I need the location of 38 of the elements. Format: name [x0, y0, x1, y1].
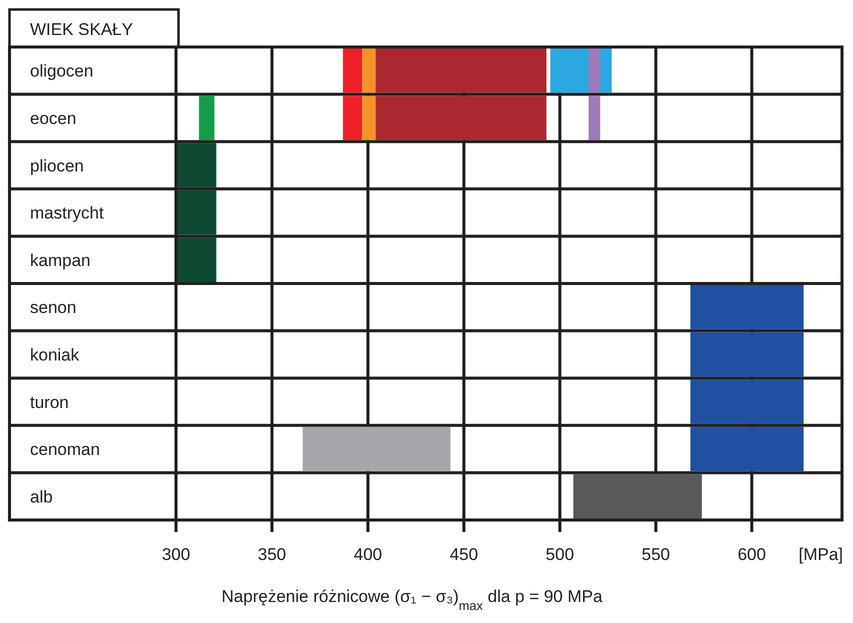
x-tick-label: 400: [354, 545, 382, 564]
bar: [176, 143, 216, 188]
x-tick-label: 450: [450, 545, 478, 564]
y-tick-label: koniak: [30, 345, 80, 364]
bar: [362, 96, 376, 140]
y-tick-label: cenoman: [30, 440, 100, 460]
bar: [573, 474, 702, 518]
bar: [690, 332, 804, 377]
bar: [342, 48, 362, 93]
y-tick-label: kampan: [30, 250, 90, 270]
bar: [376, 96, 546, 140]
bar: [362, 48, 376, 93]
x-tick-label: 600: [738, 545, 766, 564]
y-tick-label: eocen: [30, 108, 76, 128]
y-tick-label: mastrycht: [30, 204, 104, 223]
bar: [199, 96, 214, 140]
x-tick-label: 300: [162, 545, 190, 564]
bar: [690, 380, 804, 424]
y-tick-label: pliocen: [30, 156, 84, 176]
y-tick-label: turon: [30, 392, 69, 412]
x-tick-label: 500: [546, 545, 574, 564]
bar: [588, 48, 600, 93]
bar: [588, 96, 600, 140]
bar: [176, 238, 216, 282]
text: [MPa]: [798, 545, 843, 564]
x-tick-label: 350: [258, 545, 286, 564]
y-axis-title: WIEK SKAŁY: [30, 20, 133, 39]
bar: [376, 48, 546, 93]
y-tick-label: senon: [30, 298, 76, 318]
x-tick-label: 550: [642, 545, 670, 564]
bar: [690, 285, 804, 330]
bar: [302, 426, 450, 472]
x-axis-title: Naprężenie różnicowe (σ₁ − σ₃)$_{max}$ dla p = 90 MPa: [222, 587, 603, 612]
y-tick-label: alb: [30, 487, 53, 506]
bar: [342, 96, 362, 140]
bar: [176, 190, 216, 235]
bar: [690, 426, 804, 472]
y-tick-label: oligocen: [30, 62, 94, 81]
